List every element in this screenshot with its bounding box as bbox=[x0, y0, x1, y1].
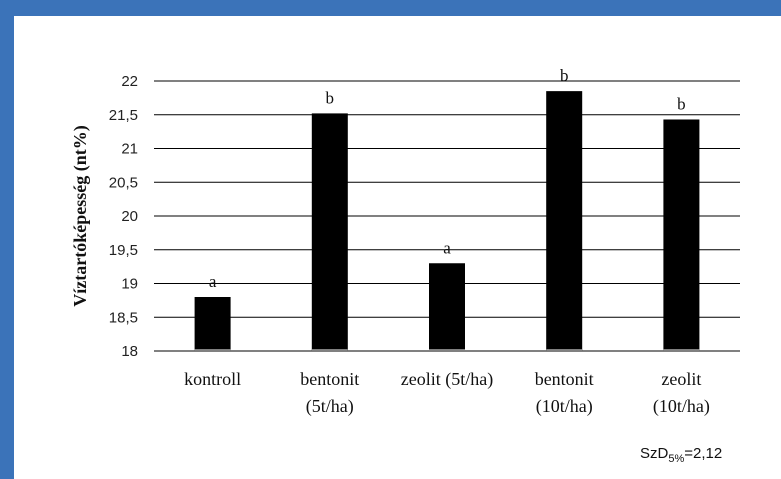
category-labels: kontroll bentonit (5t/ha) zeolit (5t/ha) ben… bbox=[184, 369, 710, 417]
y-tick-label: 21,5 bbox=[109, 107, 138, 124]
significance-letter: b bbox=[560, 66, 569, 85]
gridlines bbox=[154, 80, 740, 352]
bar-base bbox=[311, 349, 348, 352]
bar bbox=[663, 119, 700, 351]
y-tick-label: 22 bbox=[121, 73, 138, 90]
y-tick-label: 20,5 bbox=[109, 174, 138, 191]
bar-base bbox=[663, 349, 700, 352]
bar bbox=[546, 91, 583, 351]
x-tick-label: (5t/ha) bbox=[306, 396, 354, 417]
significance-letter: b bbox=[326, 88, 335, 107]
y-tick-label: 21 bbox=[121, 141, 138, 158]
significance-letter: b bbox=[677, 94, 686, 113]
lsd-note: SzD5%=2,12 bbox=[640, 445, 722, 465]
bar-base bbox=[194, 349, 231, 352]
x-tick-label: (10t/ha) bbox=[653, 396, 710, 417]
significance-letters: a b a b b bbox=[209, 66, 686, 291]
lsd-prefix: SzD bbox=[640, 445, 669, 462]
significance-letter: a bbox=[209, 272, 217, 291]
bar-base bbox=[429, 349, 465, 352]
lsd-value: =2,12 bbox=[684, 445, 722, 462]
x-tick-label: (10t/ha) bbox=[536, 396, 593, 417]
x-tick-label: kontroll bbox=[184, 369, 241, 389]
y-axis-label: Víztartóképesség (nt%) bbox=[70, 125, 91, 306]
y-tick-label: 19 bbox=[121, 276, 138, 293]
chart-panel: 18 18,5 19 19,5 20 20,5 21 21,5 22 a b a b b kontrol… bbox=[14, 16, 781, 479]
y-tick-label: 20 bbox=[121, 208, 138, 225]
bar-chart: 18 18,5 19 19,5 20 20,5 21 21,5 22 a b a b b kontrol… bbox=[70, 66, 740, 465]
significance-letter: a bbox=[443, 238, 451, 257]
y-tick-labels: 18 18,5 19 19,5 20 20,5 21 21,5 22 bbox=[109, 73, 138, 360]
bars bbox=[194, 91, 700, 352]
x-tick-label: zeolit (5t/ha) bbox=[401, 369, 493, 390]
bar bbox=[194, 297, 231, 351]
x-tick-label: bentonit bbox=[535, 369, 594, 389]
x-tick-label: zeolit bbox=[661, 369, 701, 389]
lsd-subscript: 5% bbox=[668, 453, 684, 465]
bar-base bbox=[546, 349, 583, 352]
y-tick-label: 18,5 bbox=[109, 309, 138, 326]
bar bbox=[429, 263, 465, 351]
y-tick-label: 19,5 bbox=[109, 242, 138, 259]
x-tick-label: bentonit bbox=[300, 369, 359, 389]
y-tick-label: 18 bbox=[121, 343, 138, 360]
bar bbox=[311, 113, 348, 352]
